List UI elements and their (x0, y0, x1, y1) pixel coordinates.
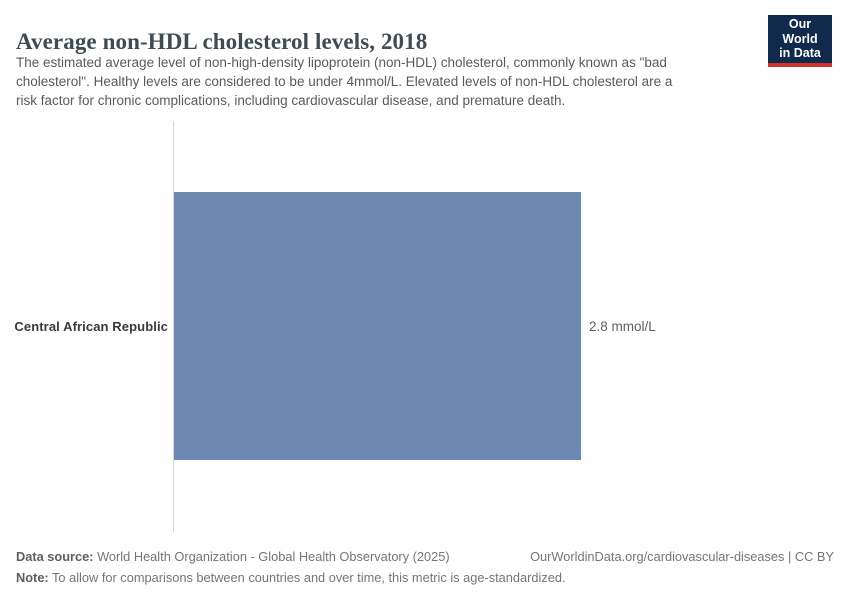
note-line: Note: To allow for comparisons between c… (16, 567, 834, 588)
data-source-text: World Health Organization - Global Healt… (93, 549, 450, 564)
value-label: 2.8 mmol/L (589, 318, 656, 334)
footer: Data source: World Health Organization -… (16, 546, 834, 588)
data-source-label: Data source: (16, 549, 94, 564)
subtitle-line: cholesterol". Healthy levels are conside… (16, 74, 673, 89)
entity-label: Central African Republic (14, 318, 168, 334)
data-source-line: Data source: World Health Organization -… (16, 546, 450, 567)
subtitle-line: risk factor for chronic complications, i… (16, 93, 566, 108)
citation-link[interactable]: OurWorldinData.org/cardiovascular-diseas… (530, 549, 834, 564)
owid-logo-line1: Our World (782, 17, 818, 46)
owid-logo[interactable]: Our World in Data (768, 15, 832, 67)
y-axis-line (173, 121, 174, 532)
plot-area (174, 192, 581, 460)
owid-logo-line2: in Data (779, 46, 821, 60)
chart-title: Average non-HDL cholesterol levels, 2018 (16, 29, 428, 55)
bar[interactable] (174, 192, 581, 460)
chart-subtitle: The estimated average level of non-high-… (16, 53, 672, 110)
note-label: Note: (16, 570, 49, 585)
subtitle-line: The estimated average level of non-high-… (16, 55, 667, 70)
note-text: To allow for comparisons between countri… (48, 570, 566, 585)
